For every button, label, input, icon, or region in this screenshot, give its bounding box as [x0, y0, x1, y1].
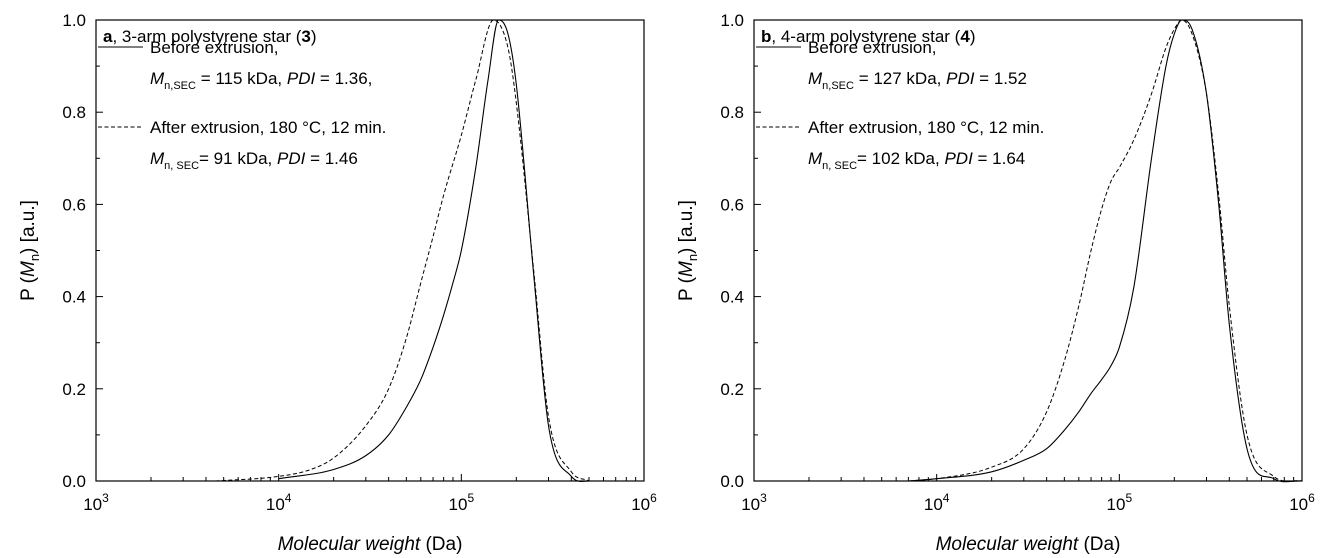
legend-mn-value: = 115 kDa,: [196, 69, 287, 88]
y-tick-label: 0.6: [720, 195, 744, 214]
y-axis-title-suffix: ) [a.u.]: [676, 200, 697, 254]
y-tick-label: 0.2: [62, 380, 86, 399]
x-tick-base: 10: [1289, 495, 1308, 514]
panel-title: a, 3-arm polystyrene star (3): [103, 27, 317, 46]
x-tick-label: 104: [924, 491, 950, 514]
legend-pdi-label: PDI: [277, 149, 306, 168]
x-tick-base: 10: [449, 495, 468, 514]
legend-mn-value: = 102 kDa,: [857, 149, 944, 168]
legend-pdi-value: = 1.36,: [315, 69, 372, 88]
legend-detail: Mn, SEC= 102 kDa, PDI = 1.64: [808, 149, 1025, 172]
y-tick-label: 0.4: [62, 288, 86, 307]
panel-title-compound-number: 4: [960, 27, 970, 46]
panel-letter: b: [761, 27, 771, 46]
x-axis-title: Molecular weight (Da): [278, 534, 463, 555]
legend-mn-value: = 127 kDa,: [854, 69, 946, 88]
legend-mn-subscript: n, SEC: [822, 160, 857, 172]
legend-pdi-value: = 1.64: [973, 149, 1025, 168]
legend-mn-value: = 91 kDa,: [199, 149, 277, 168]
legend-pdi-label: PDI: [287, 69, 316, 88]
y-tick-label: 0.8: [62, 103, 86, 122]
y-axis-title-prefix: P (: [18, 276, 39, 301]
after-extrusion-curve: [908, 19, 1303, 482]
x-axis-title-unit: (Da): [1078, 534, 1120, 555]
legend-label: Before extrusion,: [150, 38, 279, 57]
after-extrusion-curve: [215, 19, 590, 482]
y-tick-label: 0.0: [62, 472, 86, 491]
x-tick-exponent: 5: [467, 491, 474, 505]
x-tick-exponent: 4: [285, 491, 292, 505]
y-axis-title: P (Mn) [a.u.]: [18, 200, 42, 301]
x-tick-label: 105: [1107, 491, 1133, 514]
y-tick-label: 1.0: [720, 11, 744, 30]
panel-title-text: , 3-arm polystyrene star (: [112, 27, 301, 46]
x-tick-exponent: 3: [102, 491, 109, 505]
y-axis-title-prefix: P (: [676, 276, 697, 301]
x-tick-label: 103: [741, 491, 767, 514]
panel-title-end: ): [311, 27, 317, 46]
x-axis-title-text: Molecular weight: [936, 534, 1079, 555]
y-axis-title-suffix: ) [a.u.]: [18, 200, 39, 254]
legend-label: Before extrusion,: [808, 38, 937, 57]
y-tick-label: 0.4: [720, 288, 744, 307]
legend-mn-subscript: n, SEC: [164, 160, 199, 172]
x-tick-label: 105: [449, 491, 475, 514]
legend-detail: Mn,SEC = 127 kDa, PDI = 1.52: [808, 69, 1027, 92]
legend-pdi-value: = 1.52: [974, 69, 1026, 88]
panel-title-end: ): [970, 27, 976, 46]
x-tick-exponent: 6: [650, 491, 657, 505]
legend-label: After extrusion, 180 °C, 12 min.: [150, 118, 386, 137]
y-axis-title-variable: M: [676, 261, 697, 277]
x-tick-label: 106: [631, 491, 657, 514]
y-axis-title-subscript: n: [685, 254, 700, 261]
y-axis-title: P (Mn) [a.u.]: [676, 200, 700, 301]
panel-title-compound-number: 3: [301, 27, 310, 46]
x-tick-base: 10: [83, 495, 102, 514]
legend-mn-subscript: n,SEC: [164, 80, 196, 92]
panel-title-text: , 4-arm polystyrene star (: [771, 27, 960, 46]
x-tick-base: 10: [631, 495, 650, 514]
legend-mn-subscript: n,SEC: [822, 80, 854, 92]
legend-mn-variable: M: [808, 149, 823, 168]
y-tick-label: 0.2: [720, 380, 744, 399]
legend-mn-variable: M: [150, 69, 165, 88]
legend-detail: Mn,SEC = 115 kDa, PDI = 1.36,: [150, 69, 372, 92]
y-tick-label: 1.0: [62, 11, 86, 30]
x-tick-label: 104: [266, 491, 292, 514]
panel-letter: a: [103, 27, 113, 46]
y-tick-label: 0.6: [62, 195, 86, 214]
y-axis-title-subscript: n: [27, 254, 42, 261]
x-tick-exponent: 6: [1308, 491, 1315, 505]
y-axis-title-variable: M: [18, 261, 39, 277]
x-tick-exponent: 4: [943, 491, 950, 505]
legend-detail: Mn, SEC= 91 kDa, PDI = 1.46: [150, 149, 358, 172]
x-axis-title: Molecular weight (Da): [936, 534, 1121, 555]
legend-mn-variable: M: [150, 149, 165, 168]
x-axis-title-unit: (Da): [420, 534, 462, 555]
legend-label: After extrusion, 180 °C, 12 min.: [808, 118, 1044, 137]
x-tick-exponent: 5: [1125, 491, 1132, 505]
legend-pdi-value: = 1.46: [305, 149, 357, 168]
x-tick-base: 10: [741, 495, 760, 514]
x-tick-base: 10: [266, 495, 285, 514]
y-tick-label: 0.8: [720, 103, 744, 122]
x-tick-base: 10: [924, 495, 943, 514]
x-tick-base: 10: [1107, 495, 1126, 514]
legend-mn-variable: M: [808, 69, 823, 88]
panel-title: b, 4-arm polystyrene star (4): [761, 27, 975, 46]
before-extrusion-curve: [278, 19, 627, 483]
x-tick-label: 103: [83, 491, 109, 514]
legend-pdi-label: PDI: [946, 69, 975, 88]
x-axis-title-text: Molecular weight: [278, 534, 421, 555]
before-extrusion-curve: [908, 19, 1303, 483]
legend-pdi-label: PDI: [944, 149, 973, 168]
x-tick-label: 106: [1289, 491, 1315, 514]
y-tick-label: 0.0: [720, 472, 744, 491]
x-tick-exponent: 3: [760, 491, 767, 505]
